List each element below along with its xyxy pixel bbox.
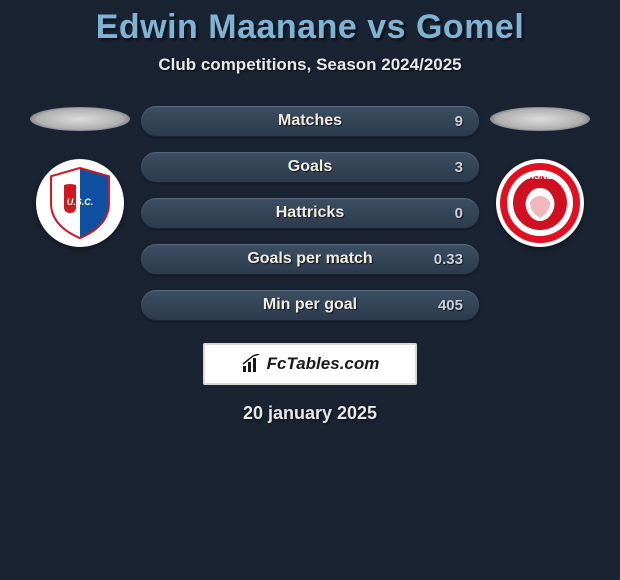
club-badge-right: ASNL <box>496 159 584 247</box>
date-text: 20 january 2025 <box>0 403 620 424</box>
brand-text: FcTables.com <box>267 354 380 374</box>
player-shadow-left <box>30 107 130 131</box>
club-badge-left: U.S.C. <box>36 159 124 247</box>
left-column: U.S.C. <box>20 105 140 247</box>
stat-row-matches: Matches 9 <box>140 105 480 137</box>
stat-row-min-per-goal: Min per goal 405 <box>140 289 480 321</box>
main-row: U.S.C. Matches 9 Goals 3 Hattricks 0 Goa… <box>0 105 620 321</box>
stats-column: Matches 9 Goals 3 Hattricks 0 Goals per … <box>140 105 480 321</box>
stat-label: Goals <box>288 158 332 176</box>
stat-value: 0.33 <box>434 251 463 268</box>
stat-label: Min per goal <box>263 296 357 314</box>
right-column: ASNL <box>480 105 600 247</box>
chart-icon <box>241 354 263 374</box>
asnl-logo-icon: ASNL <box>499 162 581 244</box>
stat-label: Goals per match <box>247 250 372 268</box>
subtitle: Club competitions, Season 2024/2025 <box>0 55 620 75</box>
stat-value: 9 <box>455 113 463 130</box>
brand-box: FcTables.com <box>203 343 417 385</box>
stat-label: Matches <box>278 112 342 130</box>
stat-label: Hattricks <box>276 204 344 222</box>
page-title: Edwin Maanane vs Gomel <box>0 8 620 47</box>
stat-value: 0 <box>455 205 463 222</box>
svg-text:ASNL: ASNL <box>528 171 553 181</box>
stat-row-hattricks: Hattricks 0 <box>140 197 480 229</box>
player-shadow-right <box>490 107 590 131</box>
stat-value: 405 <box>438 297 463 314</box>
usc-logo-icon: U.S.C. <box>40 163 120 243</box>
infographic-container: Edwin Maanane vs Gomel Club competitions… <box>0 0 620 424</box>
stat-row-goals-per-match: Goals per match 0.33 <box>140 243 480 275</box>
stat-value: 3 <box>455 159 463 176</box>
svg-text:U.S.C.: U.S.C. <box>67 197 94 207</box>
stat-row-goals: Goals 3 <box>140 151 480 183</box>
